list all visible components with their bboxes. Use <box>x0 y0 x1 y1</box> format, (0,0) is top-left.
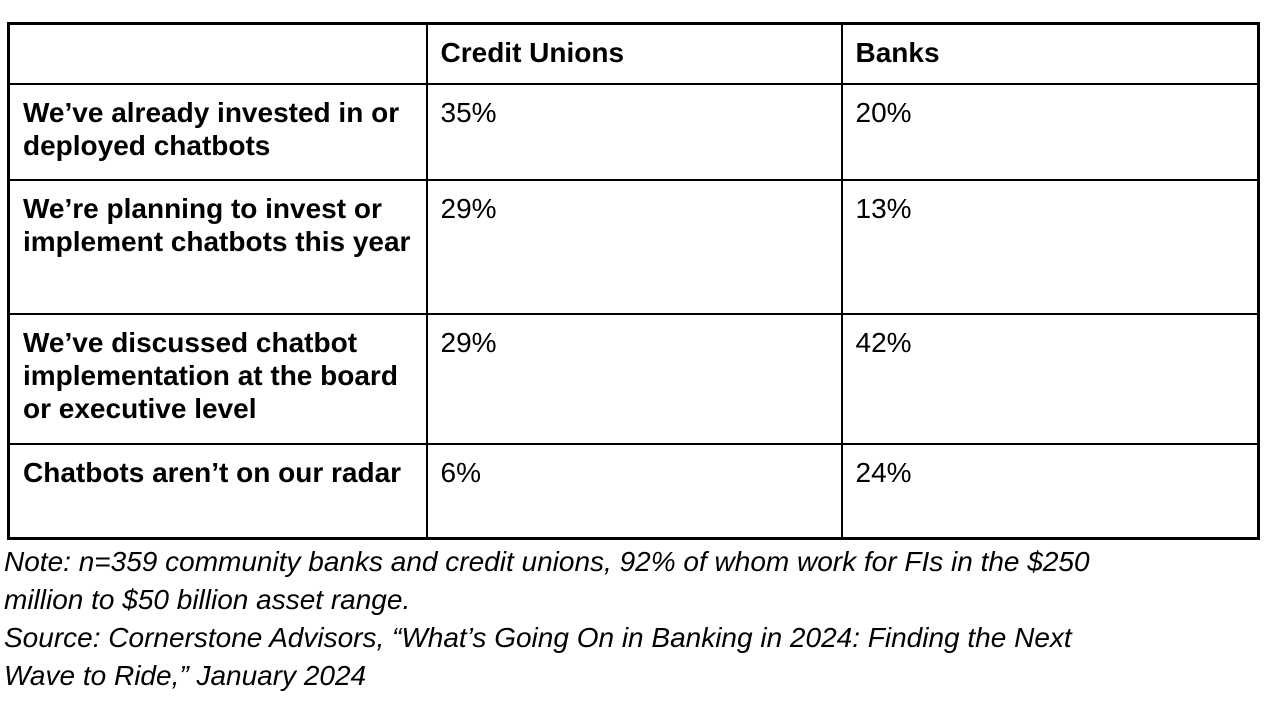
banks-value-invested: 20% <box>840 82 1260 181</box>
row-label-planning: We’re planning to invest or implement ch… <box>7 178 428 315</box>
table-row: We’ve discussed chatbot implementation a… <box>7 312 1260 445</box>
note-text: Note: n=359 community banks and credit u… <box>4 546 1090 615</box>
source-text: Source: Cornerstone Advisors, “What’s Go… <box>4 622 1072 691</box>
column-header-banks: Banks <box>840 22 1260 85</box>
banks-value-planning: 13% <box>840 178 1260 315</box>
chatbot-adoption-table: Credit Unions Banks We’ve already invest… <box>7 22 1260 540</box>
document-page: Credit Unions Banks We’ve already invest… <box>0 22 1272 722</box>
banks-value-not-on-radar: 24% <box>840 442 1260 540</box>
credit-unions-value-not-on-radar: 6% <box>425 442 843 540</box>
column-header-credit-unions: Credit Unions <box>425 22 843 85</box>
row-label-not-on-radar: Chatbots aren’t on our radar <box>7 442 428 540</box>
row-label-discussed: We’ve discussed chatbot implementation a… <box>7 312 428 445</box>
table-row: We’re planning to invest or implement ch… <box>7 178 1260 315</box>
banks-value-discussed: 42% <box>840 312 1260 445</box>
table-header-row: Credit Unions Banks <box>7 22 1260 85</box>
credit-unions-value-discussed: 29% <box>425 312 843 445</box>
row-label-invested: We’ve already invested in or deployed ch… <box>7 82 428 181</box>
credit-unions-value-planning: 29% <box>425 178 843 315</box>
table-row: We’ve already invested in or deployed ch… <box>7 82 1260 181</box>
table-row: Chatbots aren’t on our radar 6% 24% <box>7 442 1260 540</box>
credit-unions-value-invested: 35% <box>425 82 843 181</box>
footnotes-block: Note: n=359 community banks and credit u… <box>4 543 1150 695</box>
corner-cell <box>7 22 428 85</box>
